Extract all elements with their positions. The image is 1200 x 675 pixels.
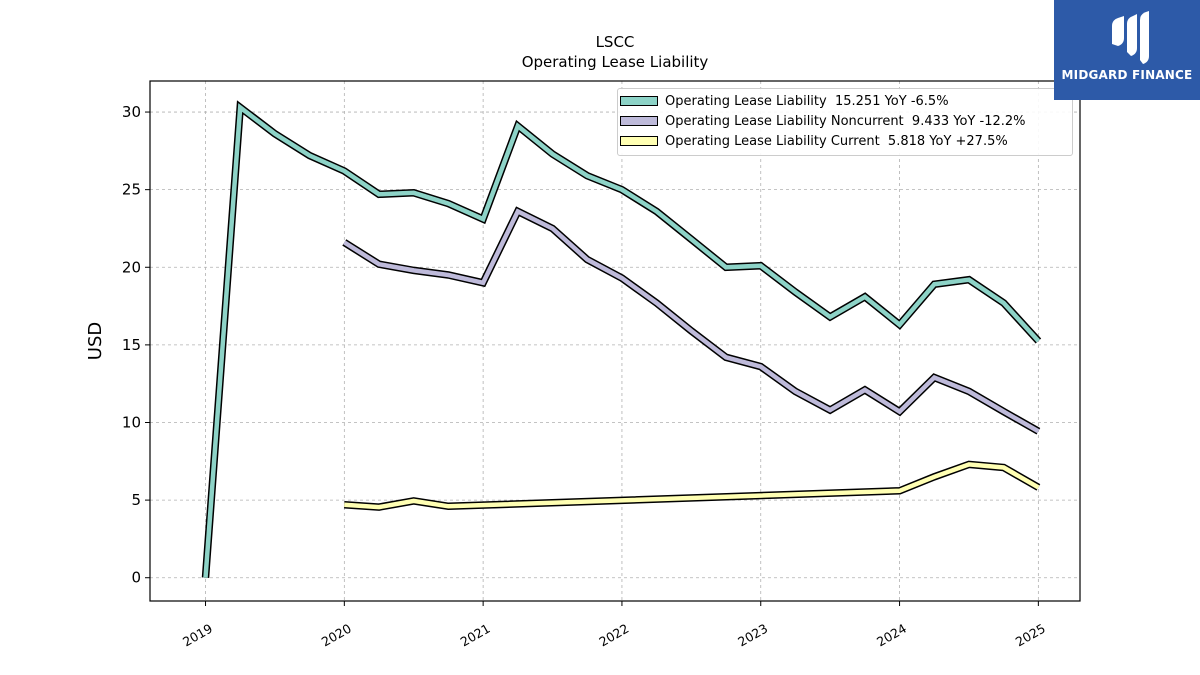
legend-item: Operating Lease Liability Noncurrent 9.4… — [618, 111, 1026, 131]
plot-area — [150, 81, 1080, 601]
x-tick-label: 2022 — [596, 621, 631, 650]
y-axis-label: USD — [85, 322, 106, 360]
legend-item: Operating Lease Liability 15.251 YoY -6.… — [618, 91, 949, 111]
series-line — [344, 462, 1040, 510]
series-line — [343, 208, 1040, 434]
x-tick-label: 2021 — [458, 621, 493, 650]
chart-subtitle: Operating Lease Liability — [521, 53, 709, 71]
y-tick-label: 30 — [122, 103, 141, 121]
x-tick-label: 2020 — [319, 621, 354, 650]
y-tick-label: 0 — [131, 569, 141, 587]
legend-label: Operating Lease Liability Noncurrent 9.4… — [665, 113, 1026, 129]
x-tick-label: 2019 — [180, 621, 215, 650]
y-tick-label: 5 — [131, 491, 141, 509]
legend-swatch — [620, 96, 658, 106]
x-tick-label: 2023 — [735, 621, 770, 650]
chart-legend: Operating Lease Liability 15.251 YoY -6.… — [617, 88, 1073, 156]
y-tick-label: 15 — [122, 336, 141, 354]
x-tick-label: 2024 — [874, 621, 909, 650]
legend-swatch — [620, 136, 658, 146]
plot-frame — [149, 80, 1081, 602]
brand-name: MIDGARD FINANCE — [1061, 68, 1193, 82]
midgard-logo-icon — [1112, 11, 1149, 64]
x-tick-label: 2025 — [1013, 621, 1048, 650]
y-tick-label: 20 — [122, 258, 141, 276]
y-tick-label: 25 — [122, 181, 141, 199]
y-tick-label: 10 — [122, 413, 141, 431]
legend-item: Operating Lease Liability Current 5.818 … — [618, 131, 1008, 151]
legend-label: Operating Lease Liability 15.251 YoY -6.… — [665, 93, 949, 109]
series-line — [203, 103, 1041, 578]
brand-logo: MIDGARD FINANCE — [1054, 0, 1200, 100]
chart-title: LSCC — [595, 33, 635, 51]
legend-swatch — [620, 116, 658, 126]
legend-label: Operating Lease Liability Current 5.818 … — [665, 133, 1008, 149]
